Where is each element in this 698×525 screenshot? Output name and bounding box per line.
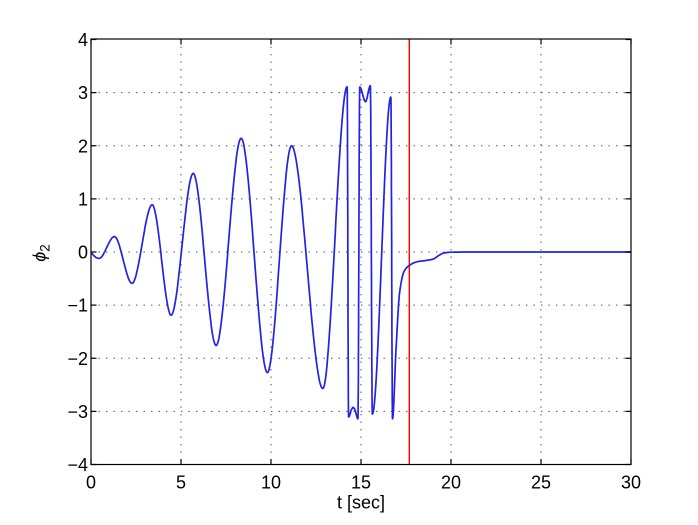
svg-text:t [sec]: t [sec]	[337, 493, 385, 513]
svg-text:5: 5	[176, 473, 186, 493]
svg-text:25: 25	[531, 473, 551, 493]
svg-text:−1: −1	[67, 296, 88, 316]
svg-text:−3: −3	[67, 402, 88, 422]
svg-text:15: 15	[351, 473, 371, 493]
svg-text:20: 20	[441, 473, 461, 493]
svg-text:−2: −2	[67, 349, 88, 369]
svg-text:2: 2	[78, 136, 88, 156]
svg-text:30: 30	[621, 473, 641, 493]
svg-text:1: 1	[78, 189, 88, 209]
svg-text:0: 0	[78, 243, 88, 263]
svg-text:−4: −4	[67, 455, 88, 475]
svg-text:3: 3	[78, 83, 88, 103]
svg-text:10: 10	[261, 473, 281, 493]
svg-text:0: 0	[86, 473, 96, 493]
svg-text:4: 4	[78, 30, 88, 50]
